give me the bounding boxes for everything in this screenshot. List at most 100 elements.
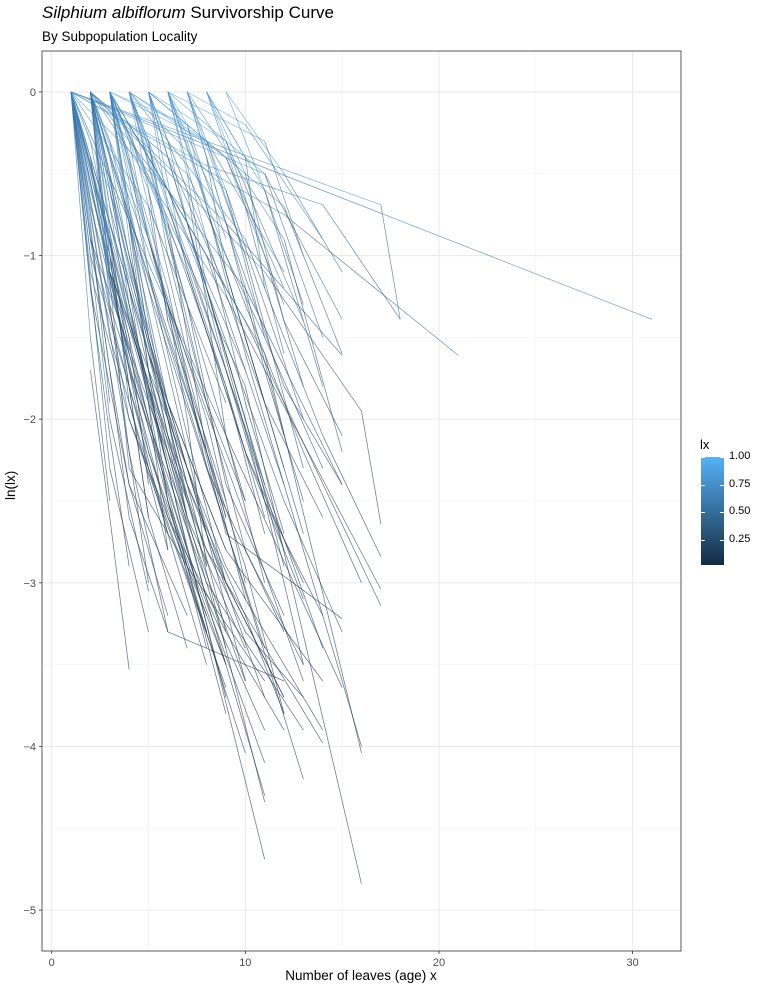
series-segment xyxy=(380,204,401,320)
series-segment xyxy=(90,288,111,436)
series-segment xyxy=(128,91,149,142)
series-segment xyxy=(206,288,266,502)
series-segment xyxy=(167,140,188,223)
series-segment xyxy=(244,288,285,436)
panel-border xyxy=(41,50,682,952)
x-axis-label: Number of leaves (age) x xyxy=(285,968,437,983)
series-segment xyxy=(206,582,304,731)
series-segment xyxy=(225,435,266,583)
series-segment xyxy=(186,549,227,698)
series-segment xyxy=(283,173,343,273)
legend-label: 0.50 xyxy=(729,505,751,518)
series-segment xyxy=(186,566,227,665)
series-segment xyxy=(128,91,227,191)
series-segment xyxy=(90,239,130,387)
series-segment xyxy=(206,304,227,436)
series-segment xyxy=(322,435,382,557)
series-segment xyxy=(148,140,169,256)
series-segment xyxy=(283,320,343,436)
series-segment xyxy=(264,500,304,665)
series-segment xyxy=(167,91,227,256)
series-segment xyxy=(109,271,169,420)
series-segment xyxy=(244,206,285,354)
series-segment xyxy=(225,140,266,256)
series-segment xyxy=(90,271,130,420)
series-segment xyxy=(109,91,169,305)
series-segment xyxy=(167,157,227,289)
series-segment xyxy=(109,91,246,387)
series-segment xyxy=(186,124,207,207)
series-segment xyxy=(167,304,246,518)
series-segment xyxy=(128,124,149,207)
series-segment xyxy=(167,91,265,175)
series-segment xyxy=(128,517,169,633)
series-segment xyxy=(167,288,207,469)
series-segment xyxy=(128,386,149,518)
series-segment xyxy=(90,91,149,338)
series-segment xyxy=(90,91,111,207)
legend-tick-right xyxy=(720,457,724,458)
series-segment xyxy=(186,566,227,714)
series-segment xyxy=(90,288,130,485)
series-segment xyxy=(167,419,266,803)
x-tick-label: 10 xyxy=(239,957,251,969)
series-segment xyxy=(283,206,343,354)
series-segment xyxy=(167,533,207,665)
series-segment xyxy=(225,157,285,289)
series-segment xyxy=(322,204,401,320)
axes: 0 10 20 30 0 −1 −2 −3 −4 −5 xyxy=(23,87,638,969)
series-segment xyxy=(186,337,207,452)
legend-label: 0.75 xyxy=(729,477,751,490)
x-tick-label: 20 xyxy=(433,957,445,969)
series-segment xyxy=(128,157,149,272)
series-segment xyxy=(148,91,227,158)
series-segment xyxy=(90,91,169,158)
series-segment xyxy=(109,337,169,534)
series-segment xyxy=(244,288,343,485)
series-segment xyxy=(109,468,149,632)
series-segment xyxy=(70,91,111,338)
series-segment xyxy=(128,255,169,403)
series-segment xyxy=(148,402,207,551)
series-segment xyxy=(186,124,227,240)
series-segment xyxy=(70,91,149,207)
chart-title: Silphium albiflorum Survivorship Curve xyxy=(42,3,334,23)
series-segment xyxy=(206,599,266,731)
series-segment xyxy=(109,91,188,273)
series-segment xyxy=(148,369,188,518)
series-segment xyxy=(264,369,304,502)
series-segment xyxy=(128,91,169,223)
series-segment xyxy=(186,484,246,616)
series-segment xyxy=(244,173,285,322)
legend-label: 1.00 xyxy=(729,450,751,462)
series-segment xyxy=(109,271,149,420)
series-segment xyxy=(109,304,130,452)
series-segment xyxy=(128,451,169,632)
series-segment xyxy=(109,91,130,240)
series-segment xyxy=(303,451,362,583)
series-segment xyxy=(225,631,285,731)
series-segment xyxy=(148,239,188,387)
series-segment xyxy=(90,140,111,240)
series-segment xyxy=(128,369,169,518)
series-segment xyxy=(264,140,304,256)
series-segment xyxy=(148,91,227,142)
series-segment xyxy=(128,91,207,142)
series-segment xyxy=(225,549,324,682)
series-segment xyxy=(245,124,324,240)
series-segment xyxy=(206,369,246,502)
x-tick-label: 0 xyxy=(49,957,55,969)
series-segment xyxy=(148,288,207,469)
series-segment xyxy=(167,517,227,633)
legend-colorbar xyxy=(701,457,724,565)
legend-tick-left xyxy=(701,457,705,458)
series-segment xyxy=(90,91,111,142)
series-segment xyxy=(206,91,246,158)
series-segment xyxy=(264,189,324,387)
series-segment xyxy=(244,549,304,665)
series-segment xyxy=(70,91,91,142)
series-segment xyxy=(206,599,266,796)
series-segment xyxy=(186,484,227,633)
chart-title-rest: Survivorship Curve xyxy=(185,3,334,22)
